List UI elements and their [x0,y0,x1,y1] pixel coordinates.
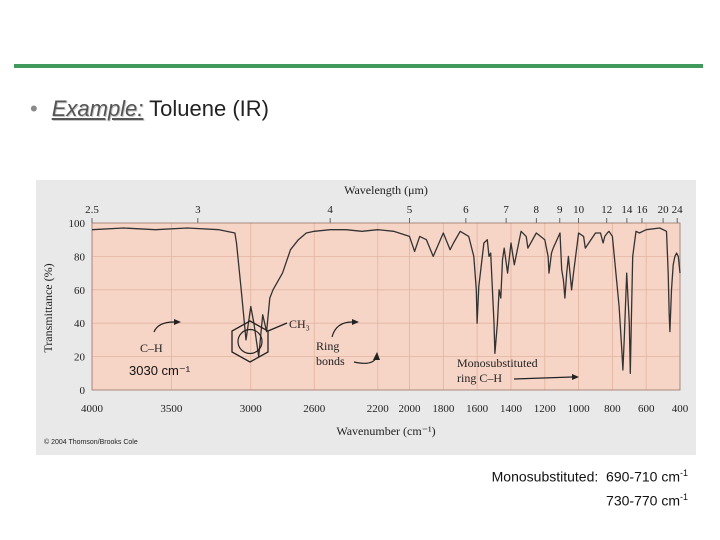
x-tick-label: 400 [672,403,689,415]
ring-bonds-label-1: Ring [316,339,339,353]
x-tick-label: 1200 [534,403,557,415]
mono-note-sup-2: -1 [679,491,688,502]
y-tick-label: 40 [74,318,86,330]
title-text: Toluene (IR) [143,96,269,121]
example-label: Example: [51,96,144,121]
wavelength-tick-label: 16 [636,204,648,216]
y-tick-label: 60 [74,285,86,297]
wavelength-tick-label: 7 [503,204,509,216]
ch-arrow [153,321,175,333]
y-axis-label: Transmittance (%) [41,263,55,352]
x-tick-label: 1000 [568,403,591,415]
plot-frame [91,222,681,391]
mono-note-value-2: 730-770 cm [606,492,680,509]
mono-note-line-2: 730-770 cm-1 [492,487,688,511]
wavelength-tick-label: 4 [327,204,333,216]
y-tick-label: 100 [69,218,86,230]
cm3030-label: 3030 cm⁻¹ [129,363,191,378]
wavelength-tick-label: 24 [672,204,684,216]
plot-area [92,223,680,390]
y-tick-label: 0 [80,385,86,397]
title-rule [14,64,703,68]
x-tick-label: 1800 [432,403,455,415]
monosubstituted-note: Monosubstituted: 690-710 cm-1 730-770 cm… [492,463,688,510]
wavelength-tick-label: 2.5 [85,204,99,216]
mono-label-1: Monosubstituted [457,356,538,370]
mono-arrowhead [572,374,579,380]
wavelength-tick-label: 10 [573,204,585,216]
mono-note-value-1: 690-710 cm [606,468,680,485]
mono-note-colon: : [594,468,607,485]
bullet-icon: • [30,96,38,121]
wavenumber-axis-label: Wavenumber (cm⁻¹) [336,424,435,438]
wavelength-axis-label: Wavelength (μm) [344,183,428,197]
ir-spectrum-chart: 0 20 40 60 80 100 4000 3500 3000 2600 2200 2000 1800… [41,183,689,438]
ring-bonds-arrowhead-1 [352,319,359,325]
ring-bonds-arrow-1 [331,321,353,338]
wavelength-tick-label: 8 [534,204,540,216]
ir-spectrum-figure: 0 20 40 60 80 100 4000 3500 3000 2600 2200 2000 1800… [36,180,696,455]
slide-title: • Example: Toluene (IR) [30,96,269,122]
x-tick-label: 3500 [160,403,183,415]
wavelength-tick-label: 14 [621,204,633,216]
x-tick-label: 2000 [399,403,422,415]
x-tick-label: 1400 [500,403,523,415]
ring-bonds-label-2: bonds [316,354,345,368]
transmittance-trace [91,227,681,374]
axis-ticks: 0 20 40 60 80 100 4000 3500 3000 2600 2200 2000 1800… [69,204,689,415]
toluene-structure-icon [231,320,288,363]
wavelength-tick-label: 3 [195,204,201,216]
x-tick-label: 2200 [367,403,390,415]
ch3-label: CH₃ [289,317,310,331]
mono-note-label: Monosubstituted [491,468,595,485]
wavelength-tick-label: 9 [557,204,563,216]
x-tick-label: 3000 [240,403,263,415]
mono-label-2: ring C–H [457,371,502,385]
y-tick-label: 20 [74,352,86,364]
wavelength-tick-label: 12 [601,204,612,216]
x-tick-label: 800 [604,403,621,415]
x-tick-label: 2600 [303,403,326,415]
mono-note-line-1: Monosubstituted: 690-710 cm-1 [492,463,688,487]
x-tick-label: 1600 [466,403,489,415]
copyright-text: © 2004 Thomson/Brooks Cole [44,439,138,446]
y-tick-label: 80 [74,251,86,263]
wavelength-tick-label: 5 [407,204,413,216]
ch-label: C–H [140,341,163,355]
ring-bonds-arrowhead-2 [373,352,380,360]
x-tick-label: 4000 [81,403,104,415]
wavelength-tick-label: 20 [658,204,670,216]
x-tick-label: 600 [638,403,655,415]
wavelength-tick-label: 6 [463,204,469,216]
mono-arrow [513,376,573,380]
mono-note-sup-1: -1 [679,468,688,478]
ch-arrowhead [174,319,181,325]
